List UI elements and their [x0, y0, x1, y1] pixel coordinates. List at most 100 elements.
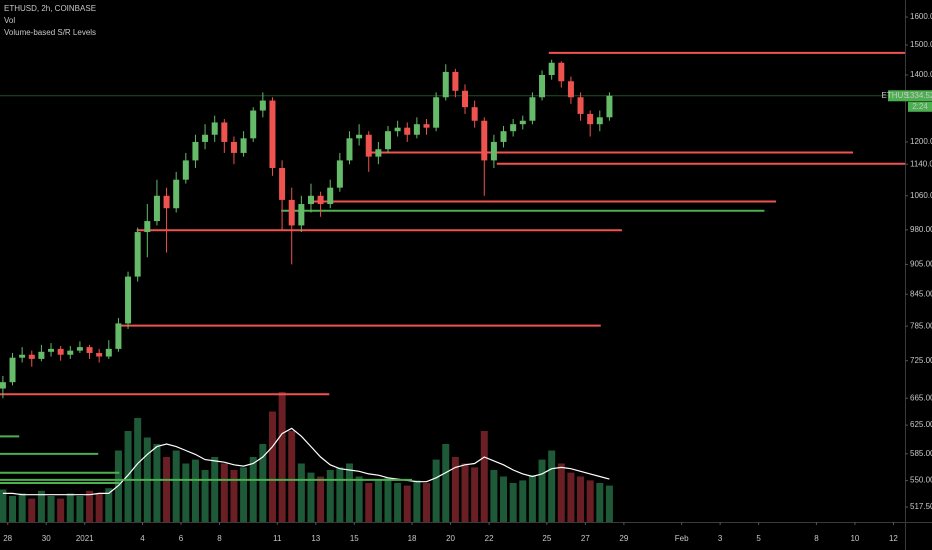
volume-bar [596, 483, 604, 522]
countdown-box [908, 101, 932, 112]
x-tick-label: 6 [179, 534, 184, 543]
candle-body [28, 354, 35, 359]
y-tick-label: 1500.00 [910, 40, 932, 49]
volume-bar [586, 480, 594, 522]
volume-bar [500, 476, 508, 522]
volume-bar [413, 480, 421, 522]
y-tick-label: 665.00 [910, 393, 932, 402]
x-tick-label: 12 [889, 534, 898, 543]
candle-body [519, 120, 526, 125]
volume-bar [153, 444, 161, 522]
candle-body [356, 134, 363, 139]
candle-body [86, 347, 93, 353]
candle-body [173, 179, 180, 209]
candle-body [606, 95, 613, 118]
candle-body [182, 160, 189, 180]
y-tick-label: 725.00 [910, 356, 932, 365]
volume-bar [490, 470, 498, 522]
volume-ma-line [2, 427, 610, 496]
y-tick-label: 845.00 [910, 289, 932, 298]
volume-bar [105, 488, 113, 522]
candle-body [240, 138, 247, 153]
volume-bar [0, 489, 7, 522]
volume-bar [240, 467, 248, 522]
volume-bar [394, 483, 402, 522]
y-tick-label: 1400.00 [910, 70, 932, 79]
x-tick-label: 5 [756, 534, 761, 543]
y-tick-label: 785.00 [910, 321, 932, 330]
volume-bar [519, 480, 527, 522]
volume-bar [509, 483, 517, 522]
candle-body [105, 348, 112, 357]
volume-bar [365, 483, 373, 522]
candle-body [19, 354, 26, 358]
volume-bar [220, 463, 228, 522]
volume-bar [403, 485, 411, 522]
last-price-box [908, 90, 932, 102]
candle-body [211, 122, 218, 135]
candle-body [221, 122, 228, 142]
volume-bar [86, 490, 94, 522]
x-tick-label: 28 [3, 534, 12, 543]
volume-bar [577, 476, 585, 522]
volume-bar [317, 476, 325, 522]
volume-bar [18, 493, 26, 522]
volume-bar [355, 476, 363, 522]
volume-bar [163, 457, 171, 522]
candle-body [413, 124, 420, 135]
volume-bar [336, 467, 344, 522]
candle-body [163, 195, 170, 209]
x-tick-label: 2021 [76, 534, 94, 543]
candle-body [423, 124, 430, 128]
volume-bar [480, 431, 488, 522]
candle-body [298, 204, 305, 226]
volume-bar [297, 463, 305, 522]
candle-body [192, 141, 199, 161]
volume-bar [471, 467, 479, 522]
x-tick-label: 29 [619, 534, 628, 543]
volume-bar [268, 411, 276, 522]
volume-bar [182, 463, 190, 522]
x-tick-label: 27 [581, 534, 590, 543]
volume-bar [423, 483, 431, 522]
x-tick-label: 18 [408, 534, 417, 543]
volume-bar [461, 463, 469, 522]
volume-bar [432, 459, 440, 522]
countdown-label: 2:24 [912, 102, 928, 111]
volume-bar [95, 493, 103, 522]
candle-body [144, 221, 151, 233]
y-tick-label: 585.00 [910, 449, 932, 458]
candle-body [596, 117, 603, 125]
candle-body [539, 74, 546, 98]
candle-body [230, 141, 237, 153]
x-tick-label: 10 [850, 534, 859, 543]
y-tick-label: 517.50 [910, 502, 932, 511]
y-tick-label: 1600.00 [910, 12, 932, 21]
volume-bar [548, 450, 556, 522]
volume-bar [307, 472, 315, 522]
candle-body [558, 62, 565, 82]
volume-bar [66, 493, 74, 522]
x-tick-label: 3 [718, 534, 723, 543]
volume-bar [201, 470, 209, 522]
x-tick-label: 20 [446, 534, 455, 543]
candle-body [96, 352, 103, 357]
x-tick-label: 13 [311, 534, 320, 543]
candle-body [365, 134, 372, 157]
volume-bar [451, 457, 459, 522]
volume-bar [278, 392, 286, 522]
candle-body [567, 81, 574, 98]
candle-body [500, 131, 507, 142]
x-tick-label: 22 [485, 534, 494, 543]
volume-bar [557, 463, 565, 522]
candle-body [259, 100, 266, 111]
candle-body [48, 348, 55, 352]
y-tick-label: 1140.00 [910, 159, 932, 168]
candle-body [577, 97, 584, 114]
volume-bar [57, 498, 65, 522]
x-tick-label: 4 [140, 534, 145, 543]
candle-body [375, 149, 382, 157]
x-tick-label: Feb [675, 534, 689, 543]
x-tick-label: 25 [542, 534, 551, 543]
candle-body [57, 348, 64, 355]
